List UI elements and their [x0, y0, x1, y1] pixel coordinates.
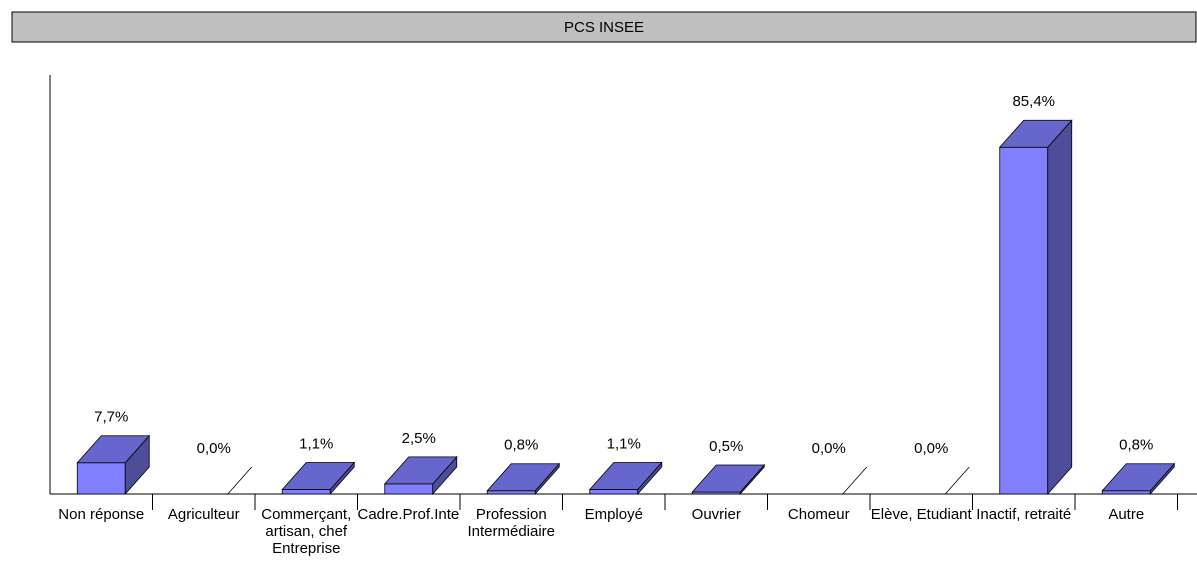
bar: [281, 489, 331, 495]
x-tick-label: Employé: [584, 506, 643, 523]
bar-top: [281, 462, 356, 490]
bar: [76, 462, 126, 495]
x-tick-label: Commerçant, artisan, chef Entreprise: [261, 506, 352, 557]
x-tick-label: Elève, Etudiant: [870, 506, 972, 523]
bar: [589, 489, 639, 495]
bar-top: [691, 464, 766, 493]
bar: [486, 490, 536, 495]
bar-side: [944, 466, 970, 495]
bar: [384, 483, 434, 495]
value-label: 85,4%: [1012, 93, 1055, 110]
x-tick-label: Profession Intermédiaire: [467, 506, 556, 540]
x-tick-label: Non réponse: [58, 506, 145, 523]
x-tick-label: Chomeur: [787, 506, 850, 523]
x-tick-label: Cadre.Prof.Intellectuelle.Sup.: [357, 506, 461, 523]
value-label: 0,0%: [812, 440, 846, 457]
x-tick-label: Autre: [1108, 506, 1145, 523]
value-label: 1,1%: [299, 436, 333, 453]
bar: [1101, 490, 1151, 495]
value-label: 0,0%: [197, 440, 231, 457]
bar-top: [76, 435, 151, 464]
x-tick-label: Ouvrier: [691, 506, 741, 523]
bar-top: [486, 463, 561, 492]
bar-top: [998, 119, 1073, 148]
value-label: 1,1%: [607, 436, 641, 453]
value-label: 0,8%: [1119, 437, 1153, 454]
chart-title: PCS INSEE: [564, 19, 644, 36]
bar-top: [1101, 463, 1176, 492]
value-label: 2,5%: [402, 430, 436, 447]
bar: [999, 146, 1049, 495]
bar-top: [588, 462, 663, 490]
value-label: 0,8%: [504, 437, 538, 454]
value-label: 0,5%: [709, 438, 743, 455]
value-label: 0,0%: [914, 440, 948, 457]
x-tick-label: Agriculteur: [167, 506, 240, 523]
title-bar: [11, 11, 1197, 43]
bar-top: [383, 456, 458, 485]
bar-side: [227, 466, 253, 495]
bar-side: [1047, 119, 1073, 496]
bar-side: [842, 466, 868, 495]
value-label: 7,7%: [94, 409, 128, 426]
x-tick-label: Inactif, retraité: [976, 506, 1072, 523]
